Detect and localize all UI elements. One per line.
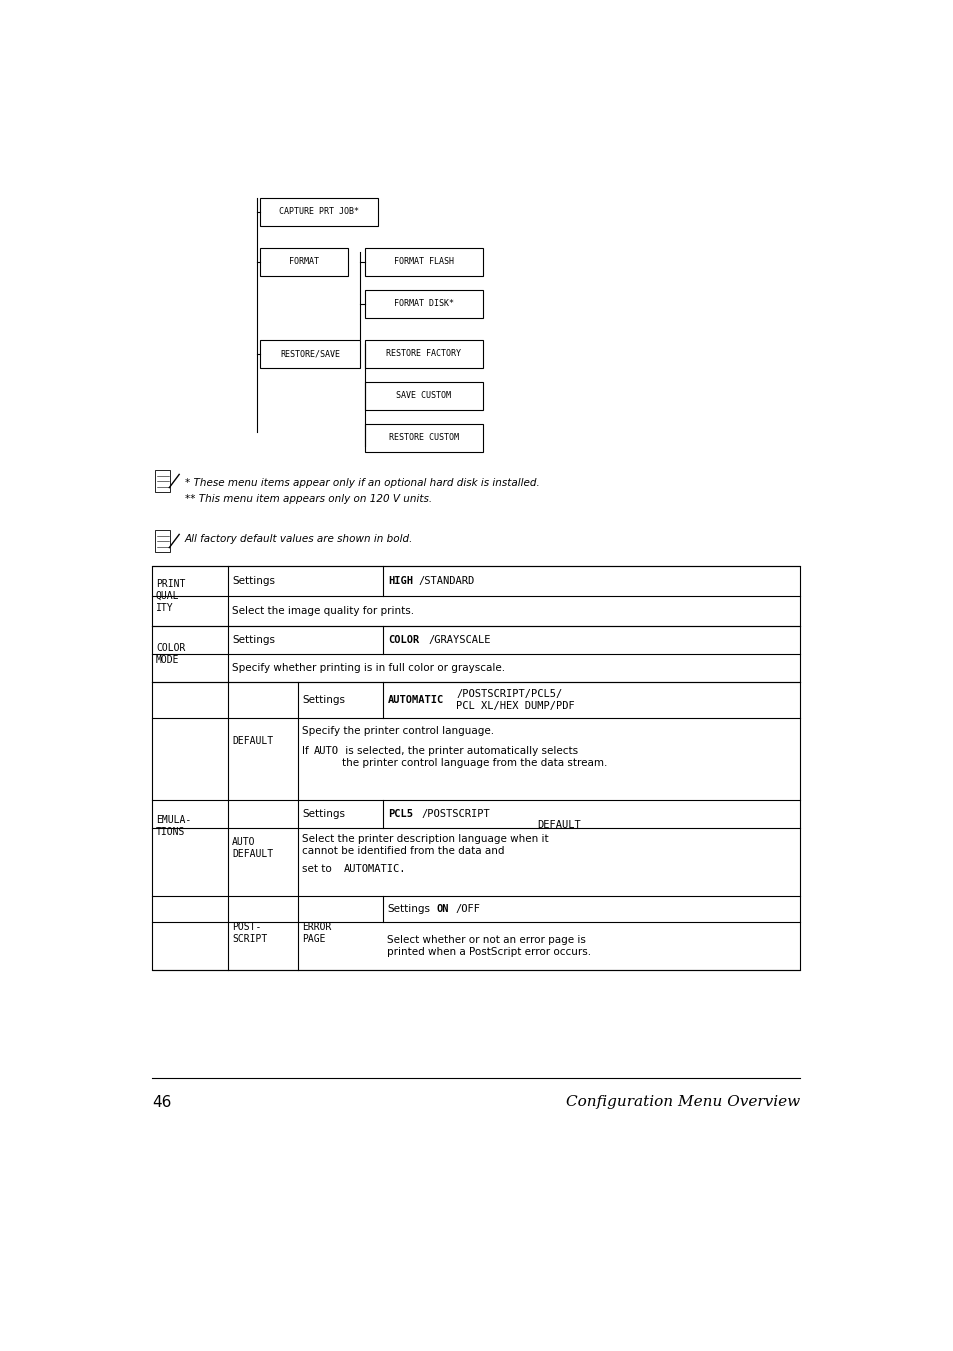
Text: Select the image quality for prints.: Select the image quality for prints. (232, 607, 414, 616)
Text: /STANDARD: /STANDARD (417, 576, 474, 586)
Text: Settings: Settings (302, 694, 345, 705)
Text: /OFF: /OFF (455, 904, 479, 915)
Text: DEFAULT: DEFAULT (232, 736, 273, 746)
Text: COLOR
MODE: COLOR MODE (156, 643, 185, 665)
Text: FORMAT DISK*: FORMAT DISK* (394, 300, 454, 308)
Text: RESTORE/SAVE: RESTORE/SAVE (280, 350, 339, 358)
Text: RESTORE FACTORY: RESTORE FACTORY (386, 350, 461, 358)
Text: Configuration Menu Overview: Configuration Menu Overview (565, 1096, 800, 1109)
Text: SAVE CUSTOM: SAVE CUSTOM (396, 392, 451, 400)
Text: All factory default values are shown in bold.: All factory default values are shown in … (185, 534, 413, 544)
Text: AUTOMATIC: AUTOMATIC (388, 694, 444, 705)
Text: DEFAULT: DEFAULT (537, 820, 580, 830)
Text: CAPTURE PRT JOB*: CAPTURE PRT JOB* (278, 208, 358, 216)
Text: POST-
SCRIPT: POST- SCRIPT (232, 923, 267, 944)
Bar (365, 290, 482, 317)
Text: is selected, the printer automatically selects
the printer control language from: is selected, the printer automatically s… (341, 746, 607, 767)
Bar (365, 340, 482, 367)
Text: Settings: Settings (387, 904, 430, 915)
Text: /GRAYSCALE: /GRAYSCALE (428, 635, 490, 644)
Text: set to: set to (302, 865, 335, 874)
Text: /POSTSCRIPT/PCL5/
PCL XL/HEX DUMP/PDF: /POSTSCRIPT/PCL5/ PCL XL/HEX DUMP/PDF (456, 689, 574, 711)
Text: ON: ON (436, 904, 449, 915)
Text: ERROR
PAGE: ERROR PAGE (302, 923, 331, 944)
Text: PRINT
QUAL-
ITY: PRINT QUAL- ITY (156, 580, 185, 612)
Text: ** This menu item appears only on 120 V units.: ** This menu item appears only on 120 V … (185, 494, 432, 504)
Text: 46: 46 (152, 1096, 172, 1111)
Text: RESTORE CUSTOM: RESTORE CUSTOM (389, 434, 458, 443)
Bar (365, 382, 482, 409)
Text: If: If (302, 746, 312, 757)
Bar (154, 530, 171, 553)
Text: Specify the printer control language.: Specify the printer control language. (302, 725, 494, 736)
Text: Specify whether printing is in full color or grayscale.: Specify whether printing is in full colo… (232, 663, 504, 673)
Text: * These menu items appear only if an optional hard disk is installed.: * These menu items appear only if an opt… (185, 478, 539, 488)
Bar (365, 424, 482, 453)
Text: PCL5: PCL5 (388, 809, 413, 819)
Text: AUTO: AUTO (314, 746, 338, 757)
Text: AUTO
DEFAULT: AUTO DEFAULT (232, 838, 273, 859)
Text: HIGH: HIGH (388, 576, 413, 586)
Text: Settings: Settings (232, 576, 274, 586)
Text: Select whether or not an error page is
printed when a PostScript error occurs.: Select whether or not an error page is p… (387, 935, 591, 957)
Bar (260, 249, 348, 276)
Text: AUTOMATIC.: AUTOMATIC. (344, 865, 406, 874)
Text: COLOR: COLOR (388, 635, 418, 644)
Bar (152, 566, 800, 970)
Bar (154, 470, 171, 492)
Bar (260, 199, 377, 226)
Text: Settings: Settings (302, 809, 345, 819)
Text: Settings: Settings (232, 635, 274, 644)
Bar (365, 249, 482, 276)
Bar (260, 340, 359, 367)
Text: Select the printer description language when it
cannot be identified from the da: Select the printer description language … (302, 834, 548, 855)
Text: FORMAT FLASH: FORMAT FLASH (394, 258, 454, 266)
Text: FORMAT: FORMAT (289, 258, 318, 266)
Text: EMULA-
TIONS: EMULA- TIONS (156, 815, 191, 836)
Text: /POSTSCRIPT: /POSTSCRIPT (420, 809, 489, 819)
